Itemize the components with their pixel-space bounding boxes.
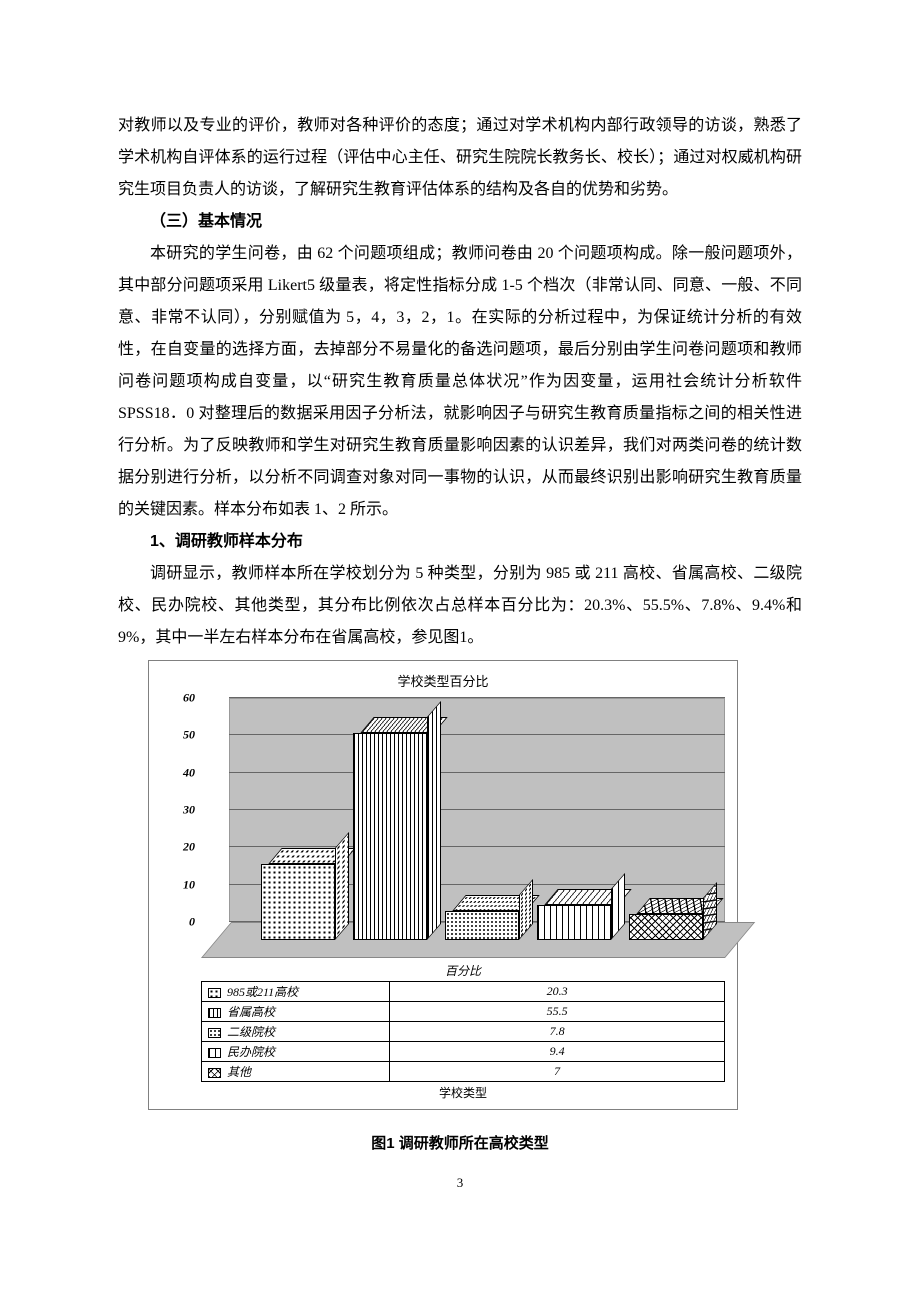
y-tick-label: 40 xyxy=(183,765,195,780)
paragraph-2: 本研究的学生问卷，由 62 个问题项组成；教师问卷由 20 个问题项构成。除一般… xyxy=(118,238,802,526)
paragraph-1: 对教师以及专业的评价，教师对各种评价的态度；通过对学术机构内部行政领导的访谈，熟… xyxy=(118,110,802,206)
chart-plot-area: 0102030405060 xyxy=(161,698,725,958)
legend-label: 其他 xyxy=(227,1065,251,1079)
y-tick-label: 0 xyxy=(189,915,195,930)
y-tick-label: 50 xyxy=(183,728,195,743)
y-tick-label: 30 xyxy=(183,803,195,818)
y-tick-label: 10 xyxy=(183,877,195,892)
chart-bar xyxy=(537,905,611,940)
bar-front xyxy=(537,905,611,940)
grid-line xyxy=(229,772,725,773)
legend-label-cell: 其他 xyxy=(202,1062,390,1082)
legend-row: 二级院校 7.8 xyxy=(202,1022,725,1042)
chart-bar xyxy=(353,733,427,940)
chart-container: 学校类型百分比 0102030405060 百分比 985或211高校20.3省… xyxy=(148,660,738,1110)
legend-label: 民办院校 xyxy=(227,1045,275,1059)
legend-swatch xyxy=(208,1008,221,1018)
chart-title: 学校类型百分比 xyxy=(161,671,725,690)
bar-front xyxy=(445,911,519,940)
chart-y-axis: 0102030405060 xyxy=(161,698,201,958)
legend-row: 民办院校 9.4 xyxy=(202,1042,725,1062)
chart-bar xyxy=(261,864,335,940)
legend-value-cell: 7 xyxy=(390,1062,725,1082)
bar-front xyxy=(261,864,335,940)
bar-front xyxy=(629,914,703,940)
heading-basic-info: （三）基本情况 xyxy=(118,206,802,238)
y-tick-label: 60 xyxy=(183,691,195,706)
y-tick-label: 20 xyxy=(183,840,195,855)
legend-swatch xyxy=(208,988,221,998)
legend-label-cell: 民办院校 xyxy=(202,1042,390,1062)
grid-line xyxy=(229,697,725,698)
page-number: 3 xyxy=(118,1175,802,1191)
legend-swatch xyxy=(208,1068,221,1078)
chart-x-label-top: 百分比 xyxy=(201,962,725,979)
legend-label: 985或211高校 xyxy=(227,985,298,999)
chart-x-label-bottom: 学校类型 xyxy=(201,1084,725,1101)
chart-bar xyxy=(445,911,519,940)
legend-row: 985或211高校 20.3 xyxy=(202,982,725,1002)
legend-swatch xyxy=(208,1028,221,1038)
legend-value-cell: 7.8 xyxy=(390,1022,725,1042)
legend-row: 省属高校 55.5 xyxy=(202,1002,725,1022)
chart-bars-area xyxy=(201,698,725,958)
bar-side xyxy=(427,701,441,940)
legend-label: 省属高校 xyxy=(227,1005,275,1019)
heading-teacher-sample: 1、调研教师样本分布 xyxy=(118,526,802,558)
bar-front xyxy=(353,733,427,940)
figure-caption: 图1 调研教师所在高校类型 xyxy=(118,1132,802,1153)
legend-value-cell: 20.3 xyxy=(390,982,725,1002)
chart-bar xyxy=(629,914,703,940)
legend-row: 其他 7 xyxy=(202,1062,725,1082)
legend-label: 二级院校 xyxy=(227,1025,275,1039)
legend-value-cell: 55.5 xyxy=(390,1002,725,1022)
legend-value-cell: 9.4 xyxy=(390,1042,725,1062)
legend-swatch xyxy=(208,1048,221,1058)
chart-legend-table: 985或211高校 20.3 省属高校 55.5 二级院校 7.8 民办院校 9.4 其他 7 xyxy=(201,981,725,1082)
legend-label-cell: 省属高校 xyxy=(202,1002,390,1022)
grid-line xyxy=(229,734,725,735)
legend-label-cell: 985或211高校 xyxy=(202,982,390,1002)
bar-side xyxy=(335,832,349,940)
grid-line xyxy=(229,809,725,810)
legend-label-cell: 二级院校 xyxy=(202,1022,390,1042)
paragraph-3: 调研显示，教师样本所在学校划分为 5 种类型，分别为 985 或 211 高校、… xyxy=(118,558,802,654)
